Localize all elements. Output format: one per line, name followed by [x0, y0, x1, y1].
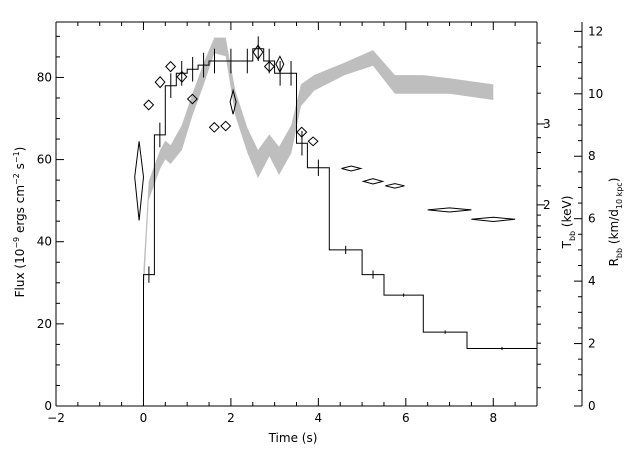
- x-tick-label: 0: [140, 411, 148, 425]
- temperature-point-15: [361, 178, 385, 185]
- temperature-point-9: [252, 44, 264, 61]
- radius-tick-label: 8: [588, 149, 596, 163]
- temperature-tick-label: 2: [543, 198, 551, 212]
- temperature-tick-label: 3: [543, 117, 551, 131]
- x-tick-label: 6: [402, 411, 410, 425]
- radius-tick-label: 10: [588, 87, 603, 101]
- temperature-point-5: [186, 93, 198, 105]
- flux-histogram-line: [141, 48, 537, 407]
- radius-tick-label: 6: [588, 212, 596, 226]
- temperature-point-0: [134, 141, 145, 221]
- x-tick-label: 2: [227, 411, 235, 425]
- radius-axis-label: Rbb (km/d10 kpc): [607, 178, 624, 267]
- x-tick-label: −2: [47, 411, 65, 425]
- radius-tick-label: 0: [588, 399, 596, 413]
- y-axis-label: Flux (10−9 ergs cm−2 s−1): [12, 147, 27, 298]
- y-tick-label: 40: [37, 235, 52, 249]
- x-tick-label: 4: [315, 411, 323, 425]
- temperature-point-2: [154, 76, 166, 89]
- temperature-point-4: [176, 70, 188, 83]
- y-tick-label: 0: [44, 399, 52, 413]
- temperature-point-13: [307, 136, 319, 147]
- temperature-point-7: [220, 120, 232, 132]
- temperature-point-16: [385, 183, 405, 189]
- y-tick-label: 80: [37, 70, 52, 84]
- temperature-point-18: [471, 216, 516, 223]
- temperature-point-10: [263, 60, 275, 73]
- y-tick-label: 60: [37, 153, 52, 167]
- temperature-point-14: [341, 165, 363, 172]
- temperature-axis-label: Tbb (keV): [560, 196, 577, 250]
- temperature-point-6: [208, 121, 220, 133]
- temperature-point-11: [275, 55, 285, 74]
- temperature-point-1: [143, 99, 155, 111]
- x-tick-label: 8: [489, 411, 497, 425]
- radius-tick-label: 12: [588, 24, 603, 38]
- temperature-point-3: [165, 60, 177, 73]
- x-axis-label: Time (s): [268, 431, 318, 445]
- y-tick-label: 20: [37, 317, 52, 331]
- radius-tick-label: 2: [588, 337, 596, 351]
- temperature-point-12: [296, 126, 308, 138]
- temperature-point-8: [229, 88, 237, 115]
- flux-histogram-layer: [141, 36, 537, 407]
- temperature-point-17: [427, 207, 472, 213]
- radius-tick-label: 4: [588, 274, 596, 288]
- temperature-diamonds-layer: [134, 44, 516, 223]
